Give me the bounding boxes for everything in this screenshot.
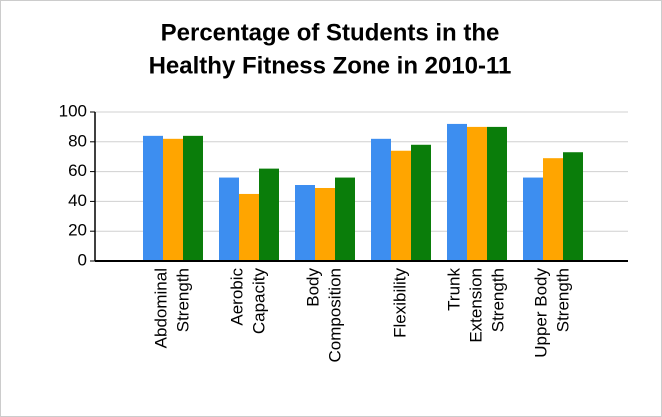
bar	[411, 144, 431, 261]
x-tick-label: Flexibility	[390, 268, 409, 338]
bar	[143, 135, 163, 261]
x-tick-label: Strength	[553, 268, 572, 332]
bar	[523, 177, 543, 261]
y-tick-label: 20	[68, 221, 87, 240]
bar	[371, 138, 391, 261]
x-tick-label: Trunk	[444, 268, 463, 311]
bar	[447, 123, 467, 261]
bar	[239, 193, 259, 261]
bar	[163, 138, 183, 261]
x-tick-label: Extension	[466, 268, 485, 343]
x-tick-label: Abdominal	[151, 268, 170, 348]
x-tick-label: Upper Body	[531, 268, 550, 358]
bar	[315, 187, 335, 261]
bar	[259, 168, 279, 261]
chart-title: Percentage of Students in the	[161, 19, 500, 46]
x-tick-label: Capacity	[249, 268, 268, 335]
x-tick-label: Composition	[325, 268, 344, 363]
bar	[391, 150, 411, 261]
y-tick-label: 100	[59, 101, 87, 120]
y-tick-label: 80	[68, 131, 87, 150]
bar	[467, 126, 487, 262]
bar	[335, 177, 355, 261]
x-tick-label: Strength	[173, 268, 192, 332]
bar	[219, 177, 239, 261]
bar	[543, 158, 563, 261]
bar	[295, 185, 315, 261]
bar	[487, 126, 507, 262]
y-tick-label: 60	[68, 161, 87, 180]
x-tick-label: Strength	[488, 268, 507, 332]
bar	[563, 152, 583, 261]
bar	[183, 135, 203, 261]
y-tick-label: 40	[68, 191, 87, 210]
y-tick-label: 0	[78, 250, 87, 269]
x-tick-label: Aerobic	[227, 268, 246, 326]
x-tick-label: Body	[303, 268, 322, 307]
chart-title: Healthy Fitness Zone in 2010-11	[149, 52, 512, 79]
